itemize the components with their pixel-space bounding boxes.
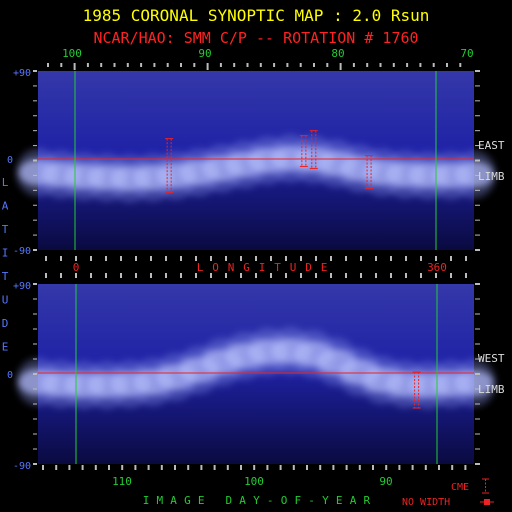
top-tick-label-80: 80 — [331, 47, 344, 60]
top-tick-label-90: 90 — [198, 47, 211, 60]
figure-subtitle: NCAR/HAO: SMM C/P -- ROTATION # 1760 — [93, 29, 418, 47]
east-ytick-label-bottom: -90 — [13, 246, 31, 257]
axis-label-letter: U — [2, 294, 9, 307]
axis-label-letter: G — [184, 494, 191, 507]
axis-label-letter: D — [225, 494, 232, 507]
axis-label-letter: T — [2, 223, 9, 236]
cme-marker — [412, 371, 421, 409]
axis-label-letter: A — [350, 494, 357, 507]
legend-no-width-symbol — [480, 499, 494, 505]
axis-label-letter: D — [2, 317, 9, 330]
axis-label-letter: T — [274, 261, 281, 274]
axis-label-letter: T — [2, 270, 9, 283]
east-ytick-label-mid: 0 — [7, 155, 13, 166]
axis-ticks — [33, 63, 480, 470]
axis-label-letter: - — [267, 494, 274, 507]
top-tick-label-100: 100 — [62, 47, 82, 60]
bottom-tick-label-110: 110 — [112, 475, 132, 488]
axis-label-letter: I — [2, 247, 9, 260]
axis-label-letter: R — [363, 494, 370, 507]
axis-label-letter: L — [2, 176, 9, 189]
axis-label-letter: O — [281, 494, 288, 507]
legend-cme-symbol — [482, 478, 489, 494]
legend-no-width-label: NO WIDTH — [402, 497, 450, 508]
axis-label-letter: O — [212, 261, 219, 274]
cme-marker — [365, 155, 374, 189]
cme-marker — [165, 138, 174, 193]
legend-cme-label: CME — [451, 482, 469, 493]
axis-label-letter: Y — [322, 494, 329, 507]
east-limb-label: LIMB — [478, 170, 505, 183]
axis-label-letter: D — [305, 261, 312, 274]
axis-label-letter: E — [2, 341, 9, 354]
band-halo — [452, 359, 496, 407]
axis-label-letter: F — [294, 494, 301, 507]
cme-marker — [309, 130, 318, 169]
axis-label-letter: E — [336, 494, 343, 507]
longitude-tick-label-360: 360 — [427, 261, 447, 274]
west-limb-label: LIMB — [478, 383, 505, 396]
axis-label-letter: I — [143, 494, 150, 507]
west-ytick-label-top: +90 — [13, 281, 31, 292]
axis-label-letter: E — [198, 494, 205, 507]
figure-title: 1985 CORONAL SYNOPTIC MAP : 2.0 Rsun — [83, 6, 430, 25]
axis-label-letter: I — [259, 261, 266, 274]
axis-label-letter: A — [170, 494, 177, 507]
east-panel-band — [16, 134, 496, 203]
cme-markers — [165, 130, 421, 409]
east-ytick-label-top: +90 — [13, 68, 31, 79]
axis-label-letter: M — [156, 494, 163, 507]
longitude-tick-label-0: 0 — [73, 261, 80, 274]
west-label: WEST — [478, 352, 505, 365]
axis-label-letter: E — [321, 261, 328, 274]
west-ytick-label-bottom: -90 — [13, 461, 31, 472]
axis-label-letter: G — [243, 261, 250, 274]
axis-label-letter: A — [2, 200, 9, 213]
west-ytick-label-mid: 0 — [7, 370, 13, 381]
axis-label-letter: Y — [253, 494, 260, 507]
bottom-tick-label-100: 100 — [244, 475, 264, 488]
cme-marker — [299, 135, 308, 167]
axis-label-letter: U — [290, 261, 297, 274]
top-tick-label-70: 70 — [460, 47, 473, 60]
bottom-tick-label-90: 90 — [379, 475, 392, 488]
axis-label-letter: N — [228, 261, 235, 274]
band-halo — [452, 150, 496, 199]
axis-label-letter: A — [239, 494, 246, 507]
axis-label-letter: - — [308, 494, 315, 507]
axis-label-letter: L — [197, 261, 204, 274]
east-label: EAST — [478, 139, 505, 152]
